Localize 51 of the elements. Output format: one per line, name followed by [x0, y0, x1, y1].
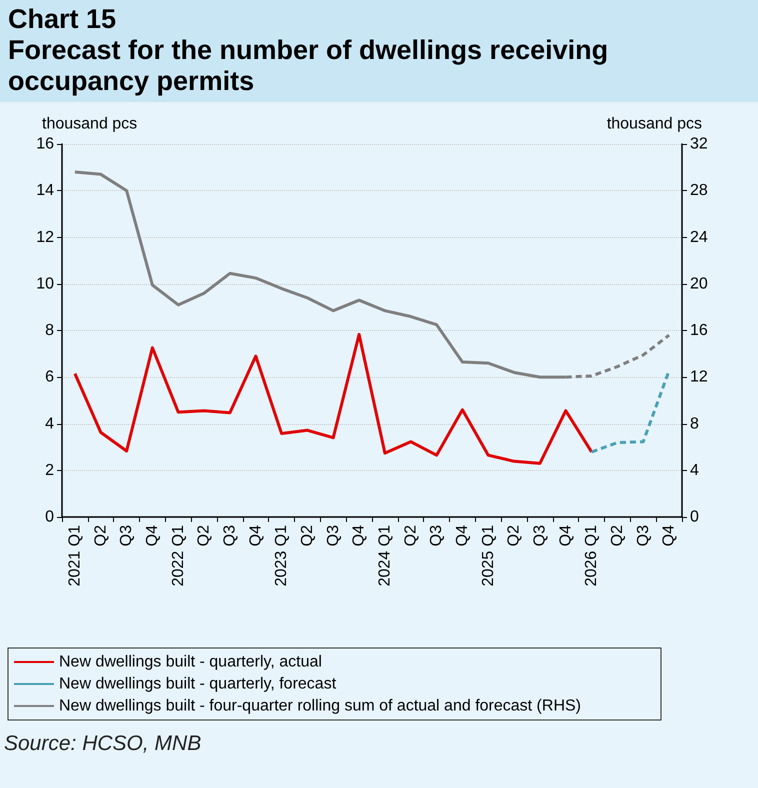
x-tick-label: Q3	[118, 524, 136, 546]
x-tick-label: Q4	[247, 524, 264, 546]
chart-title: Chart 15	[8, 4, 118, 35]
y-tick-label: 4	[45, 415, 54, 432]
x-tick-label: Q2	[196, 524, 213, 546]
x-tick-label: Q3	[324, 524, 342, 546]
legend-label: New dwellings built - four-quarter rolling sum of actual and forecast (RHS)	[59, 698, 581, 714]
x-tick-label: Q4	[350, 524, 368, 546]
y-tick-label: 12	[36, 228, 54, 246]
y-tick-label: 0	[45, 508, 54, 526]
y2-tick-label: 8	[690, 415, 699, 432]
y2-axis-title: thousand pcs	[606, 116, 702, 132]
line-series	[73, 332, 594, 465]
x-tick-label: 2022 Q1	[170, 524, 187, 586]
y2-tick-label: 28	[690, 182, 708, 200]
x-tick-label: Q4	[557, 524, 574, 546]
x-tick-label: Q3	[221, 524, 238, 546]
y2-tick-label: 0	[690, 508, 699, 526]
x-tick-label: Q2	[92, 524, 110, 546]
y2-tick-label: 12	[690, 368, 708, 386]
x-tick-label: Q4	[454, 524, 471, 546]
x-tick-label: 2026 Q1	[583, 524, 600, 586]
y-tick-label: 6	[45, 368, 54, 386]
y-tick-label: 10	[36, 275, 54, 292]
x-tick-label: Q4	[660, 524, 678, 546]
y-axis-title: thousand pcs	[42, 116, 138, 132]
y2-tick-label: 24	[690, 228, 708, 246]
y-tick-label: 2	[45, 462, 54, 479]
x-tick-label: 2025 Q1	[480, 524, 497, 586]
y2-tick-label: 16	[690, 322, 708, 339]
x-tick-label: Q2	[506, 524, 523, 546]
x-tick-label: Q3	[634, 524, 652, 546]
legend-label: New dwellings built - quarterly, actual	[59, 654, 322, 670]
legend-label: New dwellings built - quarterly, forecast	[59, 676, 337, 692]
source-note: Source: HCSO, MNB	[3, 732, 202, 756]
y2-tick-label: 4	[690, 462, 699, 479]
x-tick-label: Q3	[531, 524, 548, 546]
x-tick-label: Q2	[402, 524, 420, 546]
x-tick-label: Q2	[298, 524, 316, 546]
x-tick-label: 2021 Q1	[66, 524, 84, 586]
y-tick-label: 16	[36, 136, 54, 152]
x-tick-label: Q3	[428, 524, 446, 546]
x-tick-label: 2023 Q1	[273, 524, 290, 586]
y-tick-label: 14	[36, 182, 54, 200]
x-tick-label: Q4	[144, 524, 161, 546]
x-tick-label: 2024 Q1	[376, 524, 394, 586]
y-tick-label: 8	[45, 322, 54, 339]
y2-tick-label: 32	[690, 136, 708, 152]
chart-subtitle: Forecast for the number of dwellings receiving occupancy permits	[8, 35, 610, 97]
x-tick-label: Q2	[608, 524, 626, 546]
y2-tick-label: 20	[690, 275, 708, 292]
